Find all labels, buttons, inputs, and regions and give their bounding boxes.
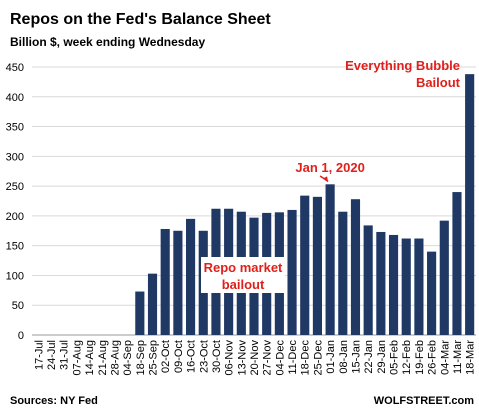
bar	[363, 225, 373, 335]
y-tick-label: 450	[6, 62, 24, 74]
bar	[465, 74, 475, 335]
x-tick-label: 25-Sep	[148, 340, 160, 375]
x-tick-label: 05-Feb	[389, 340, 401, 375]
bar	[388, 234, 399, 335]
x-tick-label: 02-Oct	[160, 340, 172, 373]
x-tick-label: 07-Aug	[71, 340, 83, 375]
x-tick-label: 14-Aug	[84, 340, 96, 375]
x-tick-label: 19-Feb	[414, 340, 426, 375]
x-tick-label: 20-Nov	[249, 340, 261, 376]
x-tick-label: 24-Jul	[46, 340, 58, 370]
y-tick-label: 400	[6, 92, 24, 104]
annotation: Repo market	[204, 260, 283, 275]
x-tick-label: 15-Jan	[350, 340, 362, 374]
annotation-box	[201, 257, 285, 293]
bar	[414, 238, 424, 335]
bar	[325, 184, 335, 335]
x-tick-label: 31-Jul	[59, 340, 71, 370]
y-tick-label: 200	[6, 211, 24, 223]
x-tick-label: 18-Dec	[300, 340, 312, 376]
y-tick-label: 250	[6, 181, 24, 193]
y-tick-label: 100	[6, 270, 24, 282]
bar	[338, 211, 348, 335]
source: Sources: NY Fed	[10, 395, 98, 407]
y-tick-label: 300	[6, 151, 24, 163]
y-tick-label: 150	[6, 241, 24, 253]
x-tick-label: 28-Aug	[109, 340, 121, 375]
bar	[287, 209, 297, 335]
y-tick-label: 350	[6, 122, 24, 134]
bar	[186, 218, 196, 335]
x-tick-label: 26-Feb	[427, 340, 439, 375]
annotation: Everything Bubble	[345, 58, 460, 73]
annotation: Jan 1, 2020	[295, 160, 364, 175]
bar	[312, 196, 322, 335]
x-tick-label: 30-Oct	[211, 340, 223, 373]
x-tick-label: 29-Jan	[376, 340, 388, 374]
x-tick-label: 27-Nov	[262, 340, 274, 376]
bar	[439, 220, 449, 335]
chart-title: Repos on the Fed's Balance Sheet	[10, 11, 271, 28]
x-tick-label: 25-Dec	[312, 340, 324, 376]
x-tick-label: 23-Oct	[198, 340, 210, 373]
annotation: Bailout	[416, 75, 461, 90]
bar	[173, 230, 183, 335]
annotation: bailout	[222, 277, 265, 292]
y-tick-label: 0	[18, 330, 24, 342]
x-tick-label: 17-Jul	[33, 340, 45, 370]
bar	[160, 228, 170, 335]
x-tick-label: 09-Oct	[173, 340, 185, 373]
x-tick-label: 18-Sep	[135, 340, 147, 375]
x-tick-label: 13-Nov	[236, 340, 248, 376]
y-tick-label: 50	[12, 300, 24, 312]
x-tick-label: 22-Jan	[363, 340, 375, 374]
credit: WOLFSTREET.com	[374, 395, 474, 407]
bar	[452, 192, 462, 335]
x-tick-label: 08-Jan	[338, 340, 350, 374]
x-tick-label: 12-Feb	[401, 340, 413, 375]
x-tick-label: 04-Mar	[439, 340, 451, 375]
x-tick-label: 16-Oct	[186, 340, 198, 373]
x-tick-label: 18-Mar	[465, 340, 477, 375]
bar	[427, 251, 437, 335]
x-tick-label: 04-Sep	[122, 340, 134, 375]
bar	[135, 291, 145, 335]
x-tick-label: 11-Dec	[287, 340, 299, 375]
bar	[300, 195, 310, 335]
x-tick-label: 01-Jan	[325, 340, 337, 374]
bar	[147, 273, 158, 335]
annotation-arrowhead	[323, 176, 329, 183]
x-tick-label: 11-Mar	[452, 340, 464, 374]
bar	[401, 238, 411, 335]
bar	[376, 231, 386, 335]
x-tick-label: 21-Aug	[97, 340, 109, 375]
bar	[350, 199, 361, 335]
x-tick-label: 06-Nov	[224, 340, 236, 376]
chart-subtitle: Billion $, week ending Wednesday	[10, 35, 205, 49]
x-tick-label: 04-Dec	[274, 340, 286, 376]
